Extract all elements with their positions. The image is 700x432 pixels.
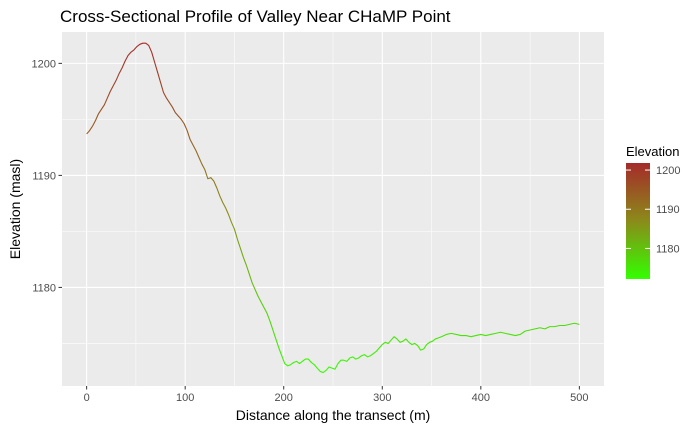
legend-ticks: 1180 1190 1200 [626,165,680,255]
y-tick-label: 1180 [32,282,56,294]
major-gridlines [62,32,604,386]
x-tick-label: 0 [84,392,90,404]
y-tick-label: 1200 [32,58,56,70]
elevation-profile-line [86,42,580,374]
x-tick-label: 100 [176,392,194,404]
x-tick-label: 200 [275,392,293,404]
legend-tick-label: 1200 [656,165,680,177]
x-axis-title: Distance along the transect (m) [236,407,431,423]
chart-title: Cross-Sectional Profile of Valley Near C… [60,7,451,26]
legend-tick-label: 1190 [656,204,680,216]
y-axis-title: Elevation (masl) [7,159,23,259]
x-tick-label: 400 [472,392,490,404]
legend-title: Elevation [626,144,679,159]
series-layer [86,42,580,374]
x-axis-ticks: 0 100 200 300 400 500 [84,386,589,404]
legend-colorbar [626,163,650,279]
x-tick-label: 500 [570,392,588,404]
y-axis-ticks: 1180 1190 1200 [32,58,62,294]
minor-gridlines [62,32,604,386]
elevation-legend: Elevation 1180 1190 1200 [626,144,680,279]
y-tick-label: 1190 [32,170,56,182]
legend-tick-label: 1180 [656,243,680,255]
x-tick-label: 300 [373,392,391,404]
